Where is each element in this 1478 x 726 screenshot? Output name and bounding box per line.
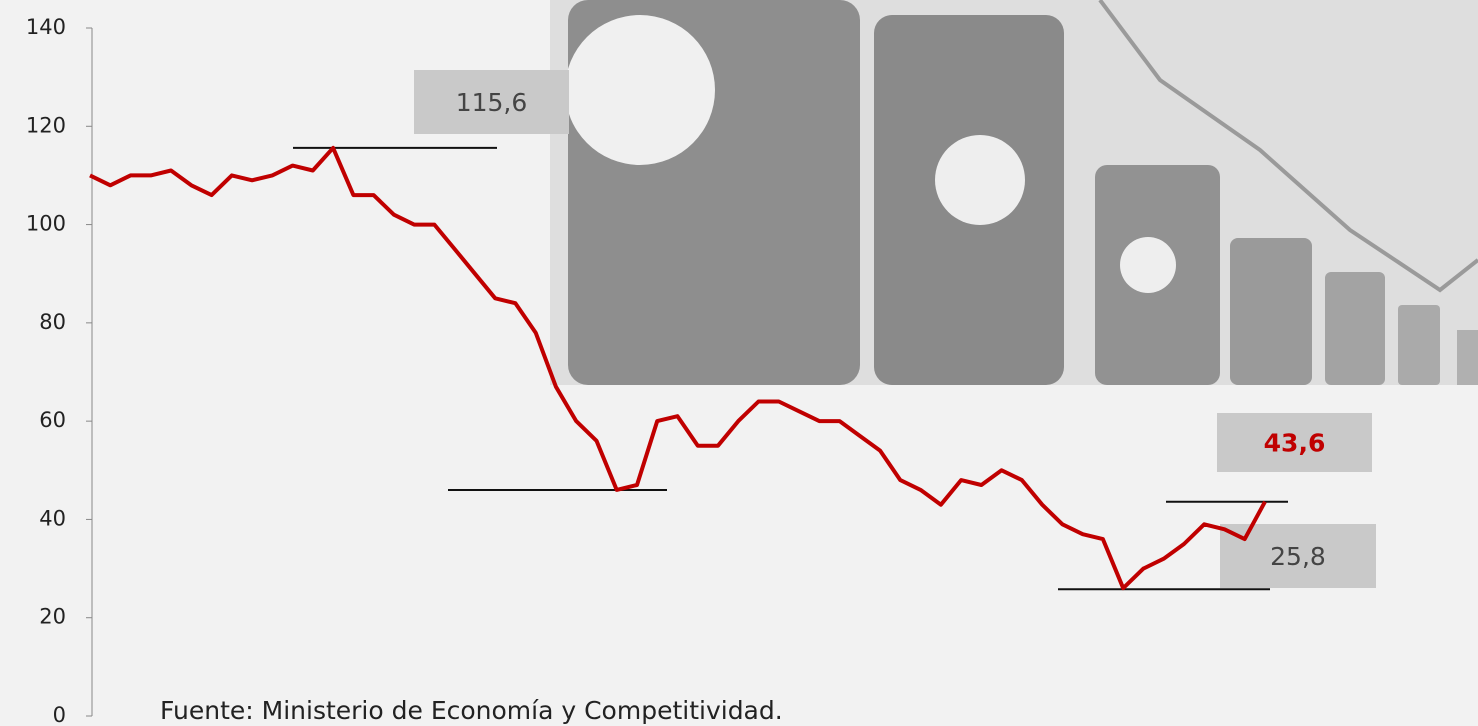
price-line [89, 145, 1267, 591]
annotation-label: 43,6 [1264, 429, 1326, 458]
barrels-image [550, 0, 1478, 385]
annotation-label: 25,8 [1270, 542, 1326, 571]
y-tick-label: 120 [26, 113, 66, 137]
source: Fuente: Ministerio de Economía y Competi… [160, 696, 783, 725]
y-tick-label: 20 [39, 605, 66, 629]
annotation-box [414, 70, 569, 134]
y-tick-label: 140 [26, 15, 66, 39]
y-tick-label: 0 [53, 703, 66, 726]
annotation-label: 115,6 [456, 88, 528, 117]
y-tick-label: 100 [26, 212, 66, 236]
annotation-box [1217, 413, 1372, 472]
y-tick-label: 80 [39, 310, 66, 334]
y-tick-label: 60 [39, 408, 66, 432]
y-tick-label: 40 [39, 506, 66, 530]
